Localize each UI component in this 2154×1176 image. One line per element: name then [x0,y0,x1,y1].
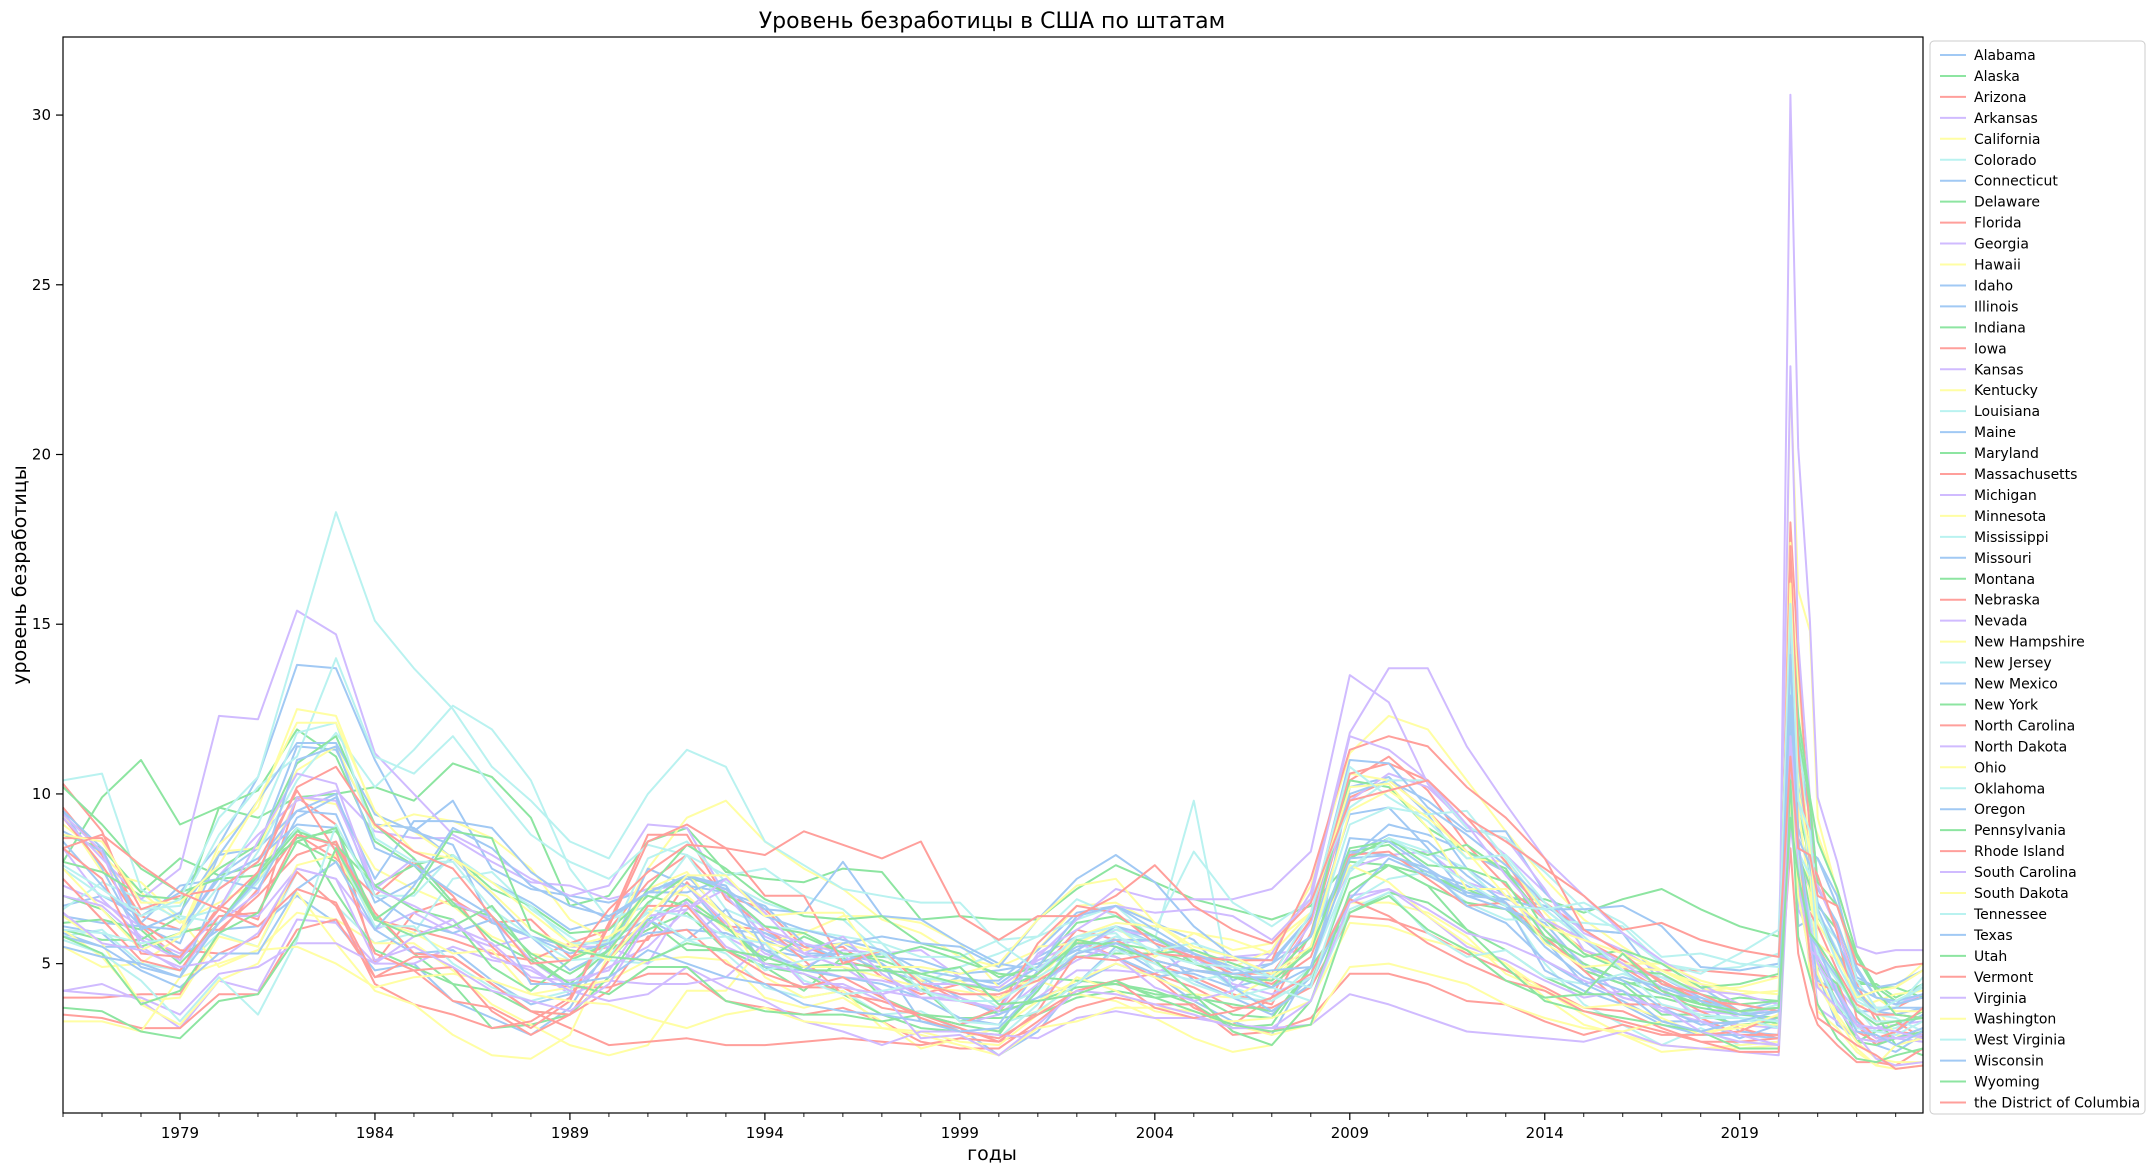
legend-label-38: Rhode Island [1974,844,2065,860]
x-tick-label-3: 1994 [746,1124,784,1142]
legend-label-22: Minnesota [1974,509,2046,525]
x-tick-label-2: 1989 [551,1124,589,1142]
legend-label-43: Utah [1974,949,2007,965]
legend-label-24: Missouri [1974,551,2032,567]
legend-label-41: Tennessee [1973,907,2047,923]
legend-label-45: Virginia [1974,991,2027,1007]
legend-label-35: Oklahoma [1974,781,2045,797]
series-line-45 [62,735,1924,1057]
legend-label-3: Arkansas [1974,111,2038,127]
legend-label-9: Georgia [1974,237,2029,253]
legend-label-12: Illinois [1974,299,2018,315]
chart-title: Уровень безработицы в США по штатам [759,9,1225,34]
legend-label-10: Hawaii [1974,258,2021,274]
legend-label-15: Kansas [1974,362,2024,378]
legend-label-34: Ohio [1974,760,2006,776]
legend-label-46: Washington [1974,1012,2056,1028]
legend-label-26: Nebraska [1974,593,2040,609]
legend-label-48: Wisconsin [1974,1054,2044,1070]
legend-label-14: Iowa [1974,341,2007,357]
x-tick-label-6: 2009 [1331,1124,1369,1142]
legend: Alabama Alaska Arizona Arkansas California Co… [1940,48,2140,1112]
x-tick-label-7: 2014 [1526,1124,1564,1142]
legend-label-37: Pennsylvania [1974,823,2066,839]
legend-label-39: South Carolina [1974,865,2077,881]
legend-label-40: South Dakota [1974,886,2069,902]
legend-label-23: Mississippi [1974,530,2049,546]
legend-label-8: Florida [1974,216,2022,232]
legend-label-20: Massachusetts [1974,467,2077,483]
y-axis-label: уровень безработицы [9,465,31,684]
series-line-48 [62,653,1924,1047]
legend-label-1: Alaska [1974,69,2020,85]
legend-label-13: Indiana [1974,320,2026,336]
legend-label-16: Kentucky [1974,383,2038,399]
y-tick-label-1: 10 [32,785,51,803]
series-line-27 [62,93,1923,1013]
y-tick-label-0: 5 [41,955,51,973]
legend-label-47: West Virginia [1974,1033,2066,1049]
series-line-49 [62,816,1924,1040]
legend-label-2: Arizona [1974,90,2027,106]
legend-label-28: New Hampshire [1974,635,2085,651]
legend-label-31: New York [1974,697,2039,713]
legend-label-19: Maryland [1974,446,2039,462]
y-tick-label-5: 30 [32,106,51,124]
legend-label-21: Michigan [1974,488,2037,504]
y-tick-label-4: 25 [32,276,51,294]
legend-label-7: Delaware [1974,195,2040,211]
x-tick-label-0: 1979 [161,1124,199,1142]
legend-label-17: Louisiana [1974,404,2040,420]
x-tick-label-4: 1999 [941,1124,979,1142]
legend-label-30: New Mexico [1974,677,2058,693]
x-tick-label-8: 2019 [1721,1124,1759,1142]
legend-label-42: Texas [1973,928,2013,944]
plot-area-frame [62,36,1924,1114]
legend-label-50: the District of Columbia [1974,1096,2140,1112]
legend-label-4: California [1974,132,2040,148]
x-axis-label: годы [967,1143,1017,1165]
y-tick-label-2: 15 [32,615,51,633]
legend-label-25: Montana [1974,572,2035,588]
y-tick-label-3: 20 [32,446,51,464]
legend-label-32: North Carolina [1974,718,2075,734]
x-tick-label-5: 2004 [1136,1124,1174,1142]
legend-label-11: Idaho [1974,278,2013,294]
legend-frame [1929,40,2146,1115]
legend-label-36: Oregon [1974,802,2025,818]
legend-label-18: Maine [1974,425,2016,441]
legend-label-33: North Dakota [1974,739,2067,755]
legend-label-27: Nevada [1974,614,2027,630]
legend-label-6: Connecticut [1974,174,2058,190]
series-line-50 [62,755,1924,975]
legend-label-49: Wyoming [1974,1075,2040,1091]
x-tick-label-1: 1984 [356,1124,394,1142]
legend-label-5: Colorado [1974,153,2037,169]
legend-label-29: New Jersey [1974,656,2052,672]
legend-label-44: Vermont [1974,970,2034,986]
legend-label-0: Alabama [1974,48,2036,64]
axes-layer: 1979 1984 1989 1994 1999 2004 2009 2014 2019 5 10 1… [32,106,1897,1142]
series-layer [62,93,1924,1070]
